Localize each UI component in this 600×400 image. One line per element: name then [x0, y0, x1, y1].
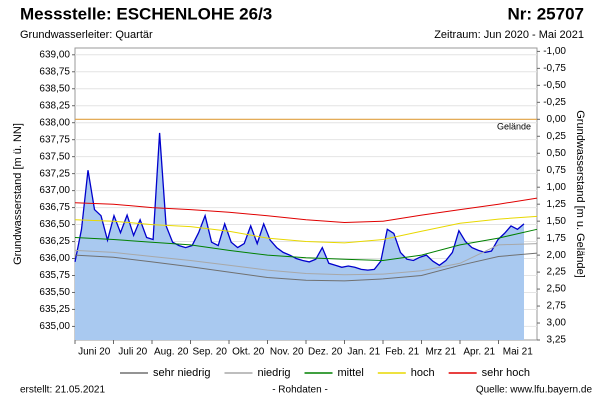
y-axis-label: Grundwasserstand [m ü. NN]: [12, 123, 24, 265]
y2-tick-label: 3,00: [547, 318, 567, 329]
y2-tick-label: 0,00: [547, 114, 567, 125]
y-tick-label: 636,00: [39, 253, 70, 264]
level-area: [75, 132, 524, 340]
threshold-line: [74, 197, 538, 224]
legend-label: hoch: [411, 367, 435, 379]
created-date: erstellt: 21.05.2021: [20, 385, 105, 396]
y-tick-label: 638,00: [39, 117, 70, 128]
y-tick-label: 637,75: [39, 134, 70, 145]
y2-tick-label: -0,75: [543, 63, 566, 74]
y2-tick-label: -1,00: [543, 46, 566, 57]
legend-label: sehr hoch: [482, 367, 530, 379]
x-tick-label: Nov. 20: [270, 347, 304, 358]
threshold-line: [74, 228, 538, 262]
x-tick-label: Sep. 20: [193, 347, 228, 358]
x-tick-label: Dez. 20: [308, 347, 343, 358]
y-tick-label: 638,75: [39, 66, 70, 77]
y2-tick-label: 0,25: [547, 131, 567, 142]
y-tick-label: 639,00: [39, 49, 70, 60]
y-tick-label: 635,50: [39, 287, 70, 298]
y-tick-label: 635,25: [39, 304, 70, 315]
source: Quelle: www.lfu.bayern.de: [476, 385, 593, 396]
y2-tick-label: 2,00: [547, 250, 567, 261]
station-number: Nr: 25707: [507, 4, 584, 23]
y-tick-label: 636,50: [39, 219, 70, 230]
y2-tick-label: 2,75: [547, 301, 567, 312]
y2-tick-label: 0,50: [547, 148, 567, 159]
y2-tick-label: 1,50: [547, 216, 567, 227]
y2-tick-label: 1,00: [547, 182, 567, 193]
y-tick-label: 636,75: [39, 202, 70, 213]
y-tick-label: 638,50: [39, 83, 70, 94]
x-tick-label: Jan. 21: [347, 347, 380, 358]
threshold-line: [74, 215, 538, 244]
y2-tick-label: 0,75: [547, 165, 567, 176]
y-tick-label: 637,00: [39, 185, 70, 196]
y2-tick-label: 1,25: [547, 199, 567, 210]
threshold-line: [74, 252, 538, 282]
y-tick-label: 638,25: [39, 100, 70, 111]
level-line: [74, 132, 525, 271]
ground-label: Gelände: [497, 122, 531, 132]
y-tick-label: 636,25: [39, 236, 70, 247]
x-tick-label: Okt. 20: [232, 347, 265, 358]
legend-label: sehr niedrig: [153, 367, 210, 379]
x-tick-label: Mrz 21: [425, 347, 456, 358]
y2-axis-label: Grundwasserstand [m u. Gelände]: [574, 110, 586, 278]
y2-tick-label: -0,25: [543, 97, 566, 108]
x-tick-label: Juli 20: [118, 347, 147, 358]
threshold-line: [74, 243, 538, 276]
y2-tick-label: -0,50: [543, 80, 566, 91]
y-tick-label: 635,00: [39, 321, 70, 332]
y-tick-label: 635,75: [39, 270, 70, 281]
y-tick-label: 637,50: [39, 151, 70, 162]
y2-tick-label: 3,25: [547, 335, 567, 346]
period: Zeitraum: Jun 2020 - Mai 2021: [434, 29, 584, 41]
subtitle: Grundwasserleiter: Quartär: [20, 29, 153, 41]
x-tick-label: Feb. 21: [385, 347, 419, 358]
x-tick-label: Mai 21: [503, 347, 533, 358]
x-tick-label: Juni 20: [78, 347, 111, 358]
x-tick-label: Aug. 20: [154, 347, 189, 358]
y2-tick-label: 2,25: [547, 267, 567, 278]
y2-tick-label: 1,75: [547, 233, 567, 244]
y-tick-label: 637,25: [39, 168, 70, 179]
x-tick-label: Apr. 21: [463, 347, 495, 358]
legend-label: mittel: [338, 367, 364, 379]
y2-tick-label: 2,50: [547, 284, 567, 295]
legend-label: niedrig: [257, 367, 290, 379]
data-note: - Rohdaten -: [272, 385, 328, 396]
chart-title: Messstelle: ESCHENLOHE 26/3: [20, 4, 272, 23]
